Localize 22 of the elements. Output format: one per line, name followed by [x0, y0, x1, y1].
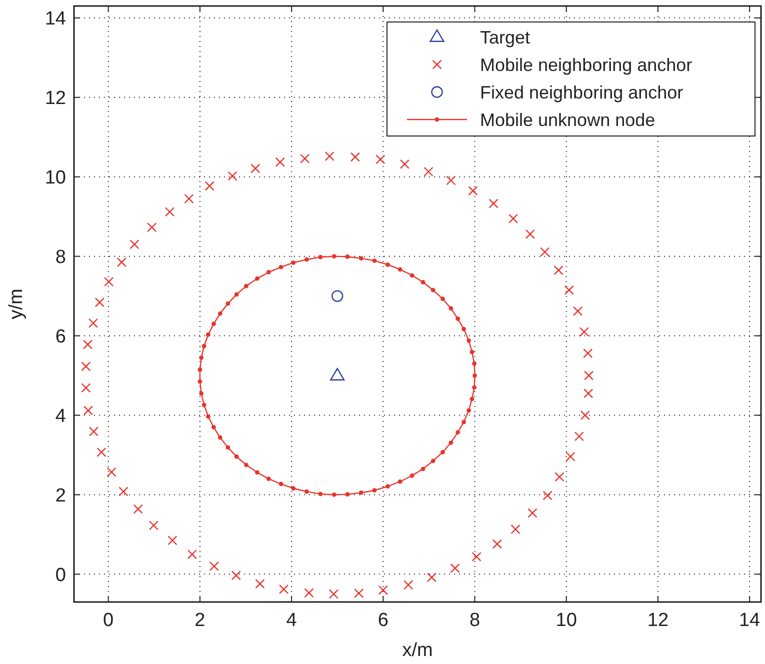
x-tick-label: 14 — [738, 610, 761, 631]
y-tick-label: 0 — [55, 564, 66, 586]
y-tick-label: 6 — [55, 326, 66, 348]
x-tick-label: 0 — [103, 610, 114, 631]
legend-label: Fixed neighboring anchor — [480, 82, 684, 102]
y-tick-label: 14 — [44, 8, 66, 30]
x-tick-label: 2 — [194, 610, 206, 631]
legend-label: Mobile neighboring anchor — [480, 54, 692, 75]
x-tick-label: 6 — [378, 610, 388, 631]
x-axis-title: x/m — [402, 640, 433, 661]
x-tick-label: 10 — [556, 610, 577, 631]
y-tick-label: 8 — [55, 246, 66, 268]
y-tick-label: 2 — [55, 485, 66, 506]
x-tick-label: 8 — [469, 610, 480, 631]
y-tick-label: 12 — [44, 88, 66, 110]
y-tick-label: 4 — [55, 406, 66, 427]
x-tick-label: 12 — [647, 610, 669, 631]
legend-label: Mobile unknown node — [480, 110, 656, 130]
x-tick-label: 4 — [286, 610, 298, 631]
y-axis-title: y/m — [6, 288, 27, 320]
y-tick-label: 10 — [44, 168, 66, 189]
legend-label: Target — [480, 27, 530, 48]
